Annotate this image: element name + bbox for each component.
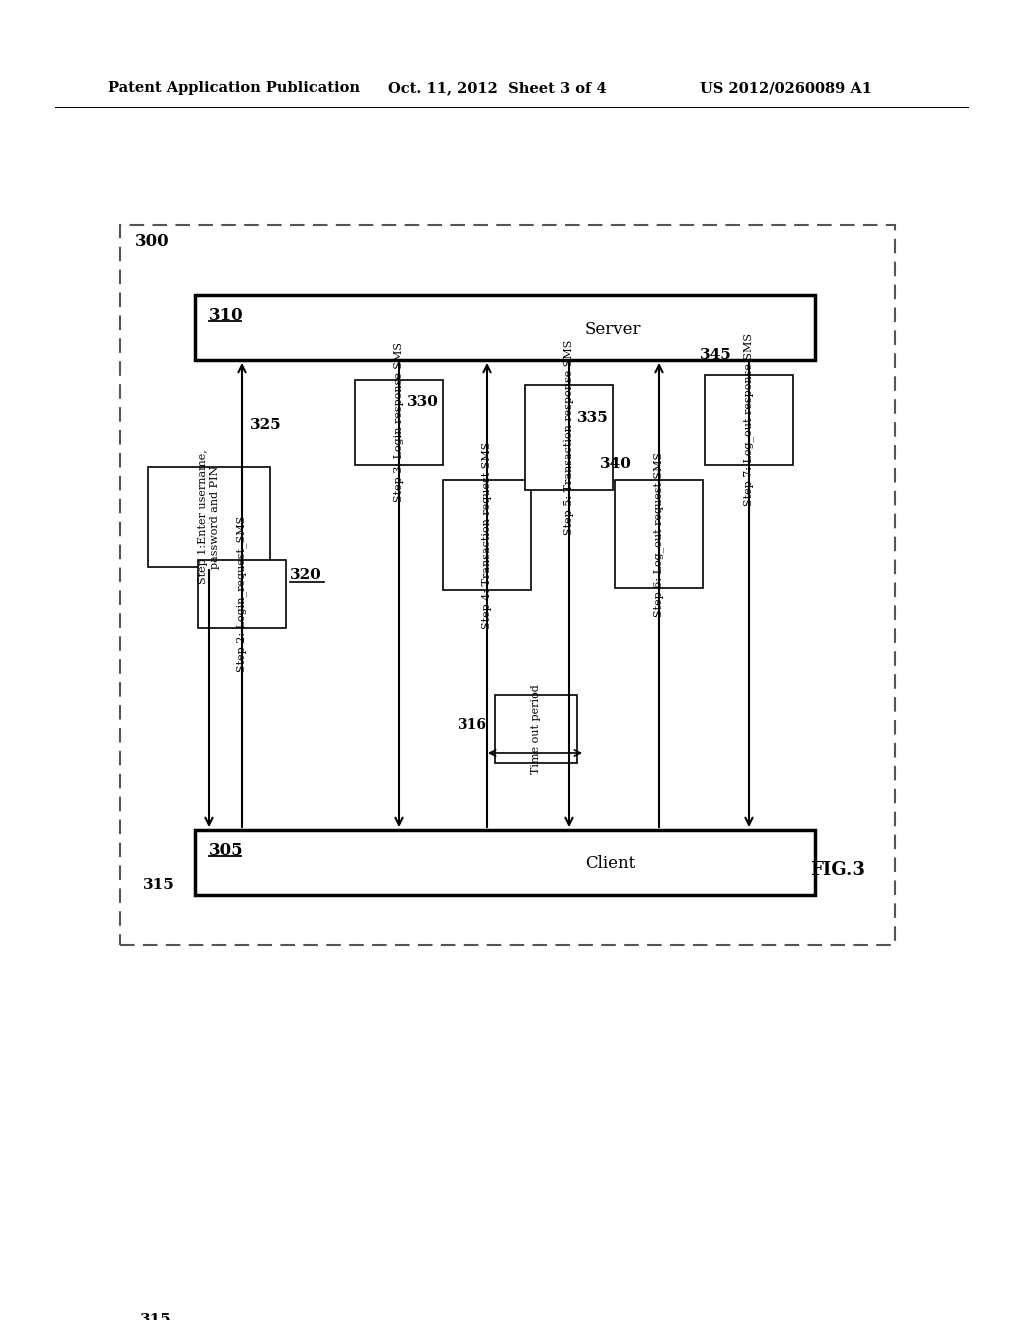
Text: Oct. 11, 2012  Sheet 3 of 4: Oct. 11, 2012 Sheet 3 of 4: [388, 81, 606, 95]
Text: FIG.3: FIG.3: [810, 861, 865, 879]
Text: Patent Application Publication: Patent Application Publication: [108, 81, 360, 95]
Bar: [443, 480, 531, 590]
Text: Time out period: Time out period: [531, 684, 541, 774]
Bar: [195, 294, 815, 360]
Bar: [120, 224, 895, 945]
Text: Server: Server: [585, 321, 641, 338]
Text: 330: 330: [407, 395, 439, 409]
Text: 315: 315: [143, 878, 175, 892]
Bar: [148, 467, 270, 568]
Bar: [195, 830, 815, 895]
Text: Step 5: Transaction response SMS: Step 5: Transaction response SMS: [564, 339, 574, 535]
Text: Step 3: Login response SMS: Step 3: Login response SMS: [394, 342, 404, 503]
Text: 310: 310: [209, 308, 244, 323]
Text: 345: 345: [700, 348, 732, 362]
Text: Step 2: Login_request_SMS: Step 2: Login_request_SMS: [237, 516, 248, 672]
Text: 305: 305: [209, 842, 244, 859]
Text: Client: Client: [585, 855, 635, 873]
Text: US 2012/0260089 A1: US 2012/0260089 A1: [700, 81, 872, 95]
Text: 340: 340: [600, 457, 632, 471]
Text: 316: 316: [457, 718, 486, 733]
Text: 320: 320: [290, 568, 322, 582]
Bar: [355, 380, 443, 465]
Bar: [705, 375, 793, 465]
Bar: [525, 385, 613, 490]
Text: Step 7: Log_out response SMS: Step 7: Log_out response SMS: [743, 334, 755, 507]
Text: 335: 335: [577, 411, 608, 425]
Bar: [615, 480, 703, 587]
Text: Step 6: Log_out request SMS: Step 6: Log_out request SMS: [653, 451, 665, 616]
Text: 315: 315: [140, 1313, 172, 1320]
Text: Step 4: Transaction request SMS: Step 4: Transaction request SMS: [482, 441, 492, 628]
Text: Step 1:Enter username,
password and PIN: Step 1:Enter username, password and PIN: [199, 450, 220, 585]
Text: 325: 325: [250, 418, 282, 432]
Bar: [495, 696, 577, 763]
Text: 300: 300: [135, 234, 170, 249]
Bar: [198, 560, 286, 628]
